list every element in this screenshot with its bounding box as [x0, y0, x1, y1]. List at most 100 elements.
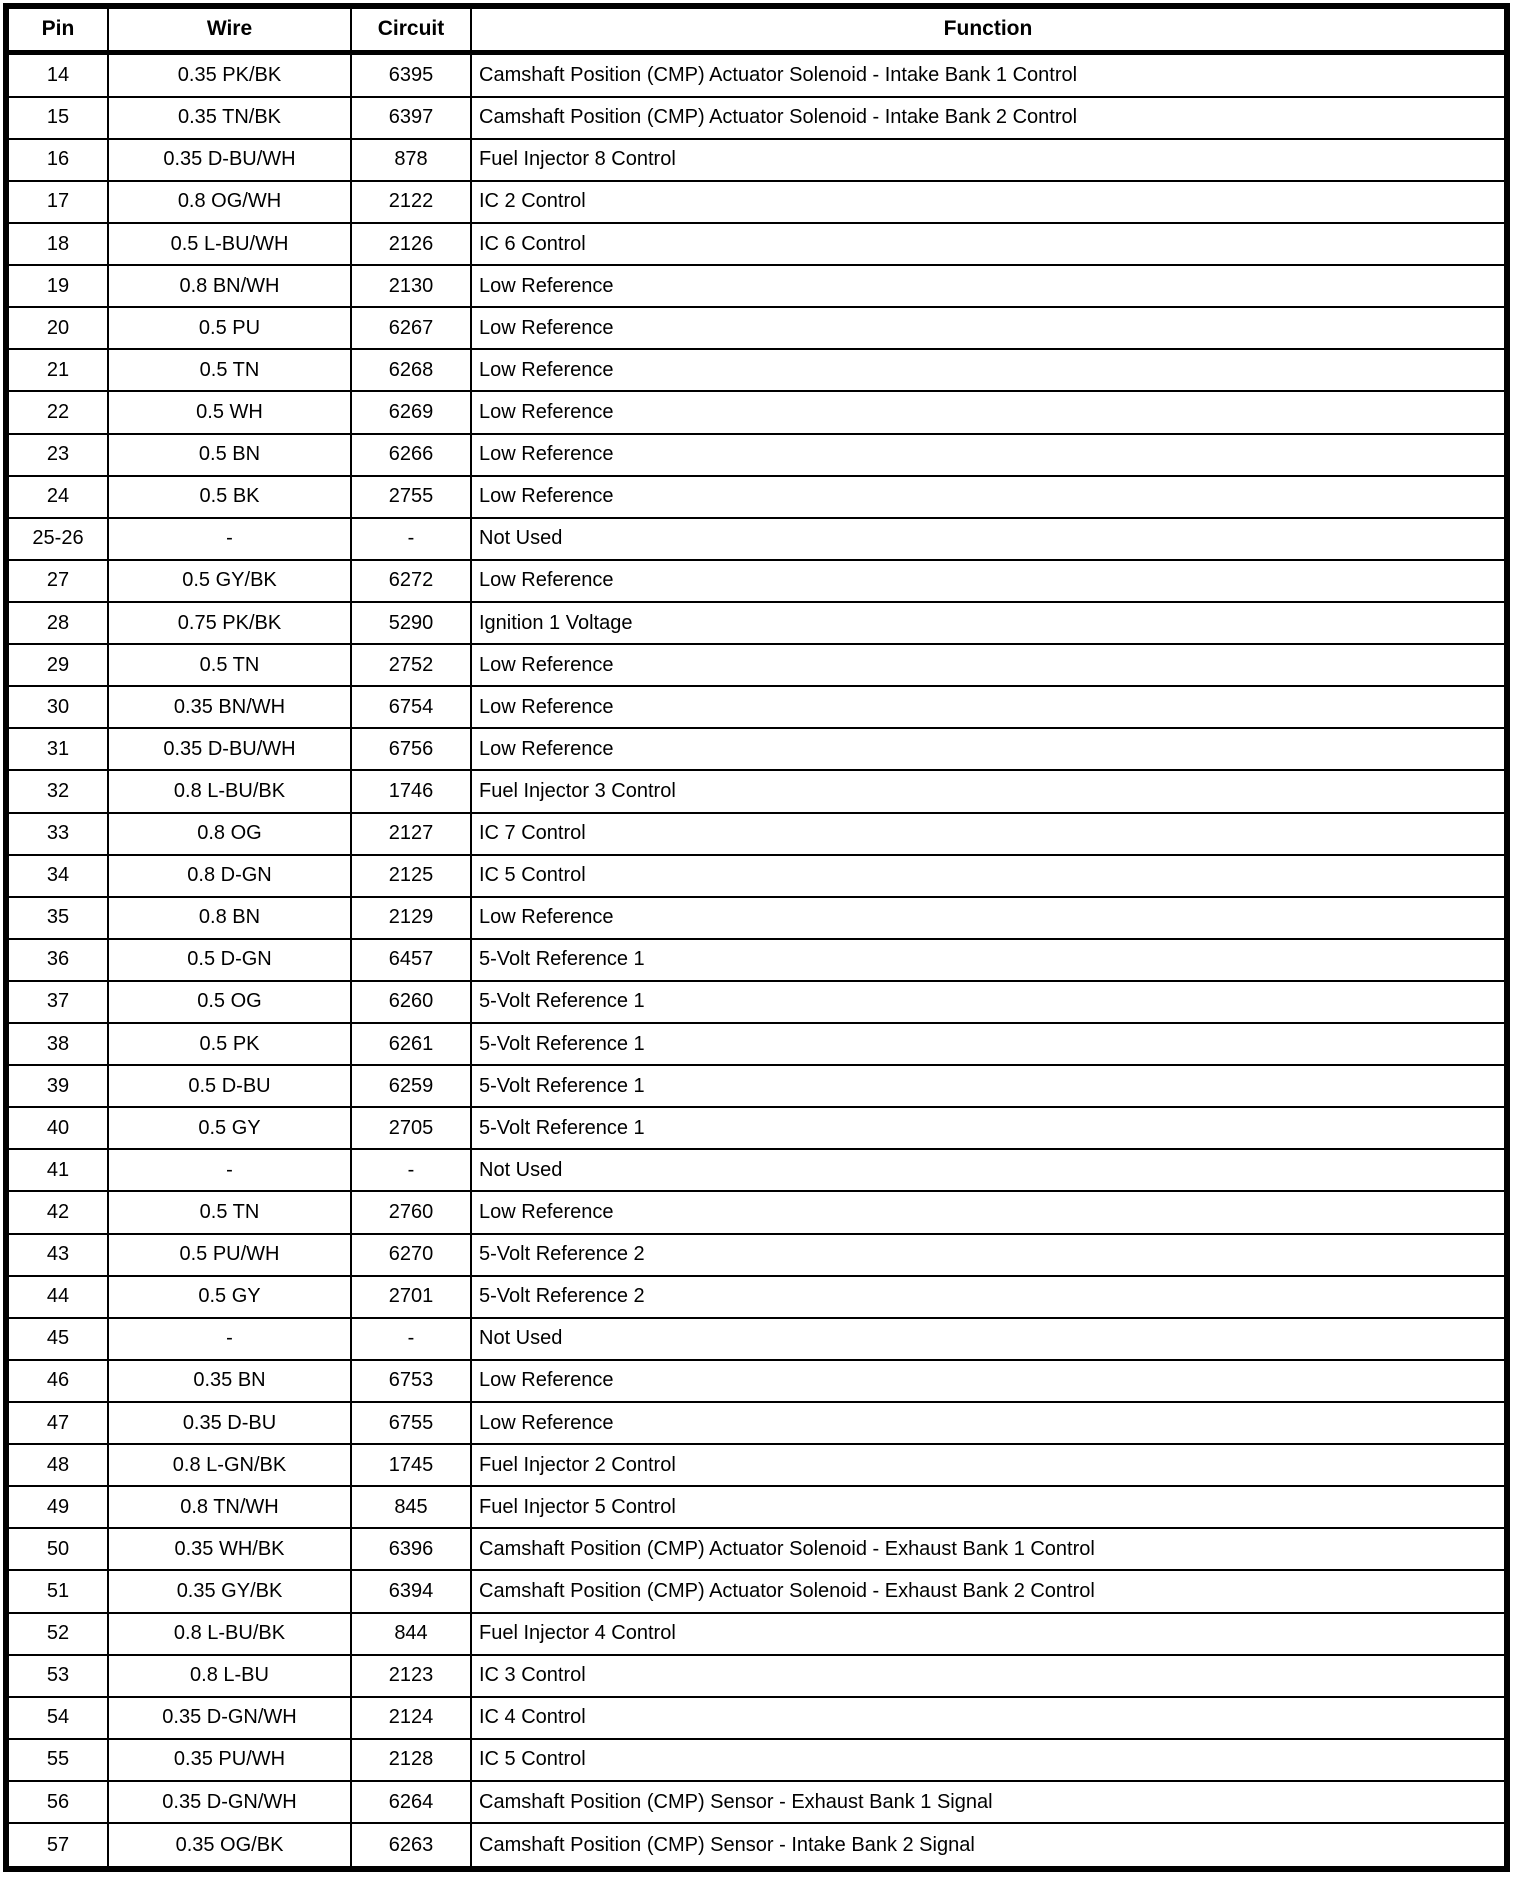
wire-cell: 0.35 PU/WH	[107, 1737, 352, 1783]
function-cell: Low Reference	[470, 474, 1508, 519]
table-row: 40 0.5 GY 2705 5-Volt Reference 1	[5, 1106, 1508, 1151]
circuit-cell: 6269	[350, 390, 472, 435]
pin-cell: 35	[5, 895, 109, 940]
connector-pinout-table: Pin Wire Circuit Function 14 0.35 PK/BK 63…	[3, 3, 1510, 1872]
table-row: 47 0.35 D-BU 6755 Low Reference	[5, 1401, 1508, 1446]
function-cell: Camshaft Position (CMP) Actuator Solenoi…	[470, 51, 1508, 98]
pin-cell: 23	[5, 432, 109, 477]
function-cell: Not Used	[470, 1148, 1508, 1193]
pin-cell: 57	[5, 1822, 109, 1870]
table-row: 21 0.5 TN 6268 Low Reference	[5, 348, 1508, 393]
pin-cell: 19	[5, 264, 109, 309]
wire-cell: 0.8 BN	[107, 895, 352, 940]
circuit-cell: 844	[350, 1611, 472, 1656]
circuit-cell: 845	[350, 1485, 472, 1530]
function-cell: IC 7 Control	[470, 811, 1508, 856]
circuit-cell: 6395	[350, 51, 472, 98]
circuit-cell: 6270	[350, 1232, 472, 1277]
function-cell: Low Reference	[470, 1190, 1508, 1235]
circuit-cell: 2124	[350, 1695, 472, 1740]
wire-cell: 0.35 GY/BK	[107, 1569, 352, 1614]
wire-cell: 0.5 PU/WH	[107, 1232, 352, 1277]
wire-cell: 0.35 BN/WH	[107, 685, 352, 730]
circuit-cell: -	[350, 1148, 472, 1193]
circuit-cell: 2752	[350, 643, 472, 688]
function-cell: Not Used	[470, 516, 1508, 561]
table-row: 41- - Not Used	[5, 1148, 1508, 1193]
function-cell: 5-Volt Reference 2	[470, 1232, 1508, 1277]
wire-cell: 0.35 OG/BK	[107, 1822, 352, 1870]
function-cell: Camshaft Position (CMP) Actuator Solenoi…	[470, 1569, 1508, 1614]
circuit-cell: 2122	[350, 179, 472, 224]
wire-cell: 0.5 D-GN	[107, 937, 352, 982]
table-row: 42 0.5 TN 2760 Low Reference	[5, 1190, 1508, 1235]
pin-cell: 44	[5, 1274, 109, 1319]
function-cell: 5-Volt Reference 1	[470, 979, 1508, 1025]
pin-cell: 39	[5, 1064, 109, 1109]
function-cell: Fuel Injector 8 Control	[470, 137, 1508, 182]
pin-cell: 33	[5, 811, 109, 856]
function-cell: IC 4 Control	[470, 1695, 1508, 1740]
circuit-cell: 6259	[350, 1064, 472, 1109]
table-row: 51 0.35 GY/BK 6394 Camshaft Position (CMP) …	[5, 1569, 1508, 1614]
wire-cell: 0.35 D-GN/WH	[107, 1780, 352, 1825]
circuit-cell: 6397	[350, 95, 472, 140]
table-row: 37 0.5 OG 6260 5-Volt Reference 1	[5, 979, 1508, 1025]
wire-cell: 0.5 PU	[107, 306, 352, 351]
pin-cell: 51	[5, 1569, 109, 1614]
table-row: 35 0.8 BN 2129 Low Reference	[5, 895, 1508, 940]
table-row: 25-26- - Not Used	[5, 516, 1508, 561]
table-row: 27 0.5 GY/BK 6272 Low Reference	[5, 558, 1508, 603]
circuit-cell: 6272	[350, 558, 472, 603]
wire-cell: 0.5 TN	[107, 643, 352, 688]
pin-cell: 34	[5, 853, 109, 898]
table-row: 54 0.35 D-GN/WH 2124 IC 4 Control	[5, 1695, 1508, 1740]
function-cell: IC 3 Control	[470, 1653, 1508, 1698]
pin-cell: 20	[5, 306, 109, 351]
circuit-cell: 2760	[350, 1190, 472, 1235]
function-cell: Fuel Injector 5 Control	[470, 1485, 1508, 1530]
wire-cell: 0.35 D-BU/WH	[107, 727, 352, 772]
table-row: 55 0.35 PU/WH 2128 IC 5 Control	[5, 1737, 1508, 1783]
pin-cell: 41	[5, 1148, 109, 1193]
column-header-circuit: Circuit	[350, 5, 472, 55]
pin-cell: 42	[5, 1190, 109, 1235]
wire-cell: 0.8 BN/WH	[107, 264, 352, 309]
column-header-wire: Wire	[107, 5, 352, 55]
column-header-function: Function	[470, 5, 1508, 55]
wire-cell: 0.5 WH	[107, 390, 352, 435]
pin-cell: 28	[5, 600, 109, 646]
wire-cell: 0.5 TN	[107, 1190, 352, 1235]
function-cell: Low Reference	[470, 1401, 1508, 1446]
circuit-cell: 6756	[350, 727, 472, 772]
table-row: 39 0.5 D-BU 6259 5-Volt Reference 1	[5, 1064, 1508, 1109]
table-row: 19 0.8 BN/WH 2130 Low Reference	[5, 264, 1508, 309]
function-cell: Fuel Injector 4 Control	[470, 1611, 1508, 1656]
wire-cell: 0.35 TN/BK	[107, 95, 352, 140]
function-cell: Low Reference	[470, 727, 1508, 772]
wire-cell: 0.8 D-GN	[107, 853, 352, 898]
table-row: 43 0.5 PU/WH 6270 5-Volt Reference 2	[5, 1232, 1508, 1277]
circuit-cell: 2701	[350, 1274, 472, 1319]
table-row: 16 0.35 D-BU/WH 878 Fuel Injector 8 Control	[5, 137, 1508, 182]
wire-cell: -	[107, 1316, 352, 1361]
circuit-cell: 6264	[350, 1780, 472, 1825]
circuit-cell: 6755	[350, 1401, 472, 1446]
table-row: 18 0.5 L-BU/WH 2126 IC 6 Control	[5, 221, 1508, 267]
table-row: 28 0.75 PK/BK 5290 Ignition 1 Voltage	[5, 600, 1508, 646]
table-header: Pin Wire Circuit Function	[5, 5, 1508, 55]
circuit-cell: 6267	[350, 306, 472, 351]
circuit-cell: 2126	[350, 221, 472, 267]
wire-cell: -	[107, 1148, 352, 1193]
pin-cell: 45	[5, 1316, 109, 1361]
column-header-pin: Pin	[5, 5, 109, 55]
circuit-cell: 6268	[350, 348, 472, 393]
table-row: 50 0.35 WH/BK 6396 Camshaft Position (CMP) …	[5, 1527, 1508, 1572]
circuit-cell: 2127	[350, 811, 472, 856]
circuit-cell: 2125	[350, 853, 472, 898]
function-cell: 5-Volt Reference 1	[470, 1106, 1508, 1151]
wire-cell: 0.5 L-BU/WH	[107, 221, 352, 267]
function-cell: Fuel Injector 3 Control	[470, 769, 1508, 814]
function-cell: 5-Volt Reference 1	[470, 937, 1508, 982]
function-cell: Low Reference	[470, 432, 1508, 477]
